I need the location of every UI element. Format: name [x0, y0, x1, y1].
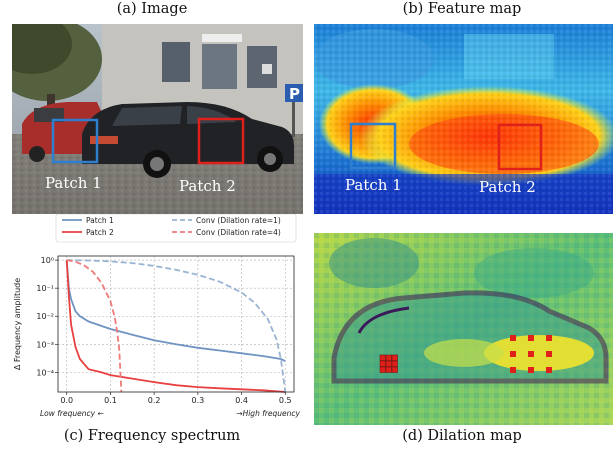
y-tick-label: 10⁻⁴	[36, 368, 54, 377]
photo-panel: P Patch 1 Patch 2	[12, 24, 303, 214]
series-line	[66, 259, 123, 393]
kernel-cell	[528, 367, 534, 373]
caption-d: (d) Dilation map	[402, 428, 522, 444]
high-frequency-label: →High frequency	[236, 409, 300, 418]
legend-entry: Patch 1	[86, 216, 114, 225]
legend-entry: Conv (Dilation rate=4)	[196, 228, 281, 237]
patch2-box	[197, 117, 245, 165]
legend-entry: Patch 2	[86, 228, 114, 237]
kernel-cell	[385, 360, 392, 367]
kernel-cell	[510, 351, 516, 357]
kernel-cell	[379, 366, 386, 373]
caption-c: (c) Frequency spectrum	[63, 428, 241, 444]
street-photo: P Patch 1 Patch 2	[12, 24, 303, 214]
dilation-heatmap	[314, 233, 613, 425]
series-line	[66, 259, 287, 393]
kernel-cell	[546, 351, 552, 357]
kernel-cell	[385, 366, 392, 373]
kernel-cell	[391, 354, 398, 361]
x-tick-label: 0.4	[235, 396, 248, 405]
patch2-label-feature: Patch 2	[479, 178, 536, 196]
chart-legend: Patch 1 Patch 2 Conv (Dilation rate=1) Conv…	[55, 214, 297, 243]
dilation-map-panel	[314, 233, 613, 425]
y-axis-label: Δ Frequency amplitude	[13, 278, 22, 370]
y-tick-label: 10⁻¹	[36, 284, 54, 293]
kernel-cell	[546, 335, 552, 341]
chart-ticks: 0.0 0.1 0.2 0.3 0.4 0.5 10⁰ 10⁻¹ 10⁻² 10⁻³ 10⁻⁴	[36, 256, 291, 405]
kernel-cell	[379, 354, 386, 361]
y-tick-label: 10⁻²	[36, 312, 54, 321]
frequency-chart-panel: 0.0 0.1 0.2 0.3 0.4 0.5 10⁰ 10⁻¹ 10⁻² 10⁻³ 10⁻⁴ Δ …	[6, 214, 308, 428]
kernel-cell	[546, 367, 552, 373]
feature-map-panel: Patch 1 Patch 2	[314, 24, 613, 214]
x-tick-label: 0.3	[191, 396, 204, 405]
kernel-cell	[385, 354, 392, 361]
patch1-label: Patch 1	[45, 174, 102, 192]
low-frequency-label: Low frequency ←	[40, 409, 104, 418]
caption-b: (b) Feature map	[402, 1, 522, 17]
small-dilation-kernel	[379, 354, 398, 373]
patch2-label: Patch 2	[179, 177, 236, 195]
chart-series	[65, 259, 287, 393]
kernel-cell	[391, 360, 398, 367]
y-tick-label: 10⁰	[41, 256, 54, 265]
legend-entry: Conv (Dilation rate=1)	[196, 216, 281, 225]
patch1-box	[51, 118, 99, 164]
legend-box	[55, 214, 297, 243]
y-tick-label: 10⁻³	[36, 340, 54, 349]
kernel-cell	[510, 335, 516, 341]
frequency-spectrum-chart: 0.0 0.1 0.2 0.3 0.4 0.5 10⁰ 10⁻¹ 10⁻² 10⁻³ 10⁻⁴ Δ …	[13, 214, 301, 418]
patch1-label-feature: Patch 1	[345, 176, 402, 194]
large-dilation-kernel	[510, 335, 552, 373]
kernel-cell	[528, 335, 534, 341]
kernel-cell	[391, 366, 398, 373]
kernel-cell	[379, 360, 386, 367]
patch2-box-feature	[497, 123, 543, 171]
x-tick-label: 0.2	[148, 396, 161, 405]
x-tick-label: 0.1	[104, 396, 117, 405]
parking-sign-letter: P	[289, 85, 300, 103]
x-tick-label: 0.5	[279, 396, 292, 405]
feature-heatmap: Patch 1 Patch 2	[314, 24, 613, 214]
kernel-cell	[510, 367, 516, 373]
x-tick-label: 0.0	[60, 396, 73, 405]
kernel-cell	[528, 351, 534, 357]
series-line	[65, 260, 286, 363]
caption-a: (a) Image	[116, 1, 188, 17]
chart-axes-frame	[57, 255, 295, 393]
patch1-box-feature	[349, 122, 397, 170]
